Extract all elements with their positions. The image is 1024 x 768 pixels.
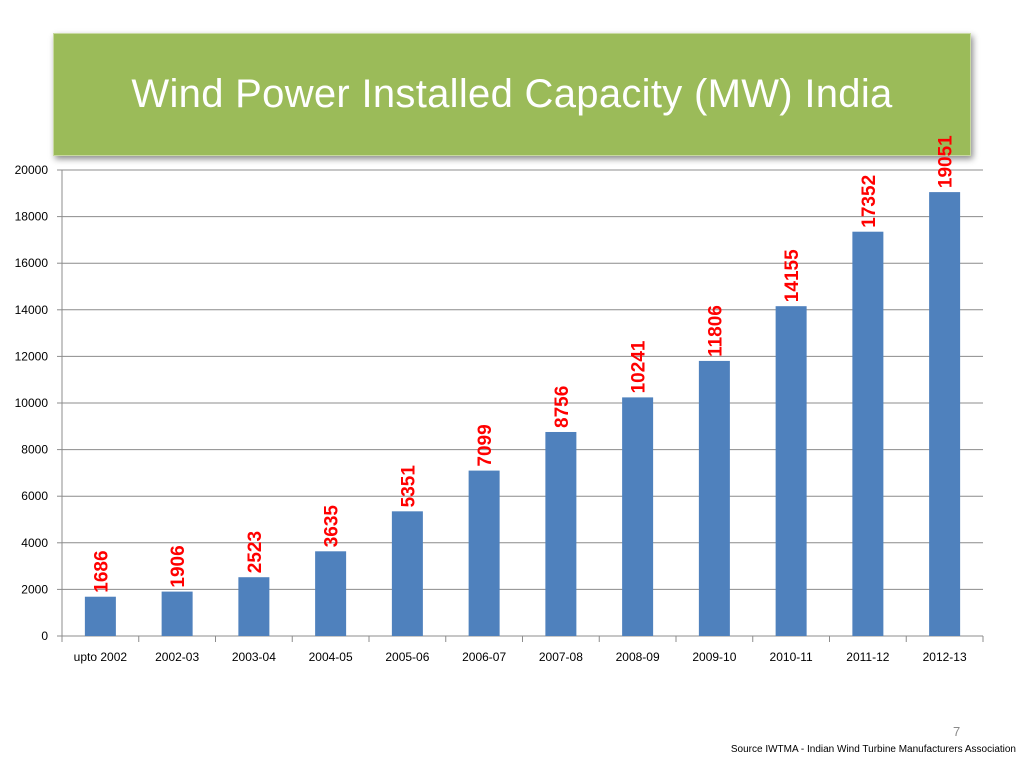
x-tick-label: 2012-13: [923, 650, 967, 664]
x-tick-label: 2009-10: [692, 650, 736, 664]
y-tick-label: 4000: [21, 536, 48, 550]
y-tick-label: 8000: [21, 443, 48, 457]
x-tick-label: 2008-09: [616, 650, 660, 664]
data-label: 7099: [475, 424, 496, 466]
x-tick-label: 2002-03: [155, 650, 199, 664]
slide-title: Wind Power Installed Capacity (MW) India: [131, 72, 893, 116]
data-label: 3635: [322, 505, 343, 548]
bar: [84, 596, 116, 636]
x-tick-label: 2005-06: [385, 650, 429, 664]
y-tick-label: 20000: [15, 163, 49, 177]
data-label: 5351: [398, 465, 419, 508]
bar: [315, 551, 347, 636]
bar: [622, 397, 654, 636]
y-tick-label: 2000: [21, 582, 48, 596]
x-tick-label: 2007-08: [539, 650, 583, 664]
bar: [929, 192, 961, 636]
x-tick-label: 2010-11: [770, 650, 813, 664]
data-label: 8756: [552, 386, 573, 428]
x-tick-label: upto 2002: [74, 650, 128, 664]
y-tick-label: 0: [41, 629, 48, 643]
data-label: 14155: [782, 249, 803, 302]
x-tick-label: 2004-05: [309, 650, 353, 664]
y-tick-label: 12000: [15, 349, 49, 363]
bar: [698, 360, 730, 636]
y-tick-label: 18000: [15, 210, 49, 224]
title-banner: Wind Power Installed Capacity (MW) India: [53, 33, 971, 156]
bar: [468, 470, 500, 636]
data-label: 10241: [629, 340, 650, 393]
data-label: 17352: [859, 175, 880, 228]
y-tick-label: 14000: [15, 303, 49, 317]
data-label: 1686: [91, 550, 112, 592]
y-tick-label: 16000: [15, 256, 49, 270]
bar: [161, 591, 193, 636]
bar: [545, 431, 577, 636]
data-label: 2523: [245, 531, 266, 573]
data-label: 1906: [168, 545, 189, 587]
x-tick-label: 2011-12: [846, 650, 889, 664]
bar: [238, 577, 270, 636]
bar: [852, 231, 884, 636]
bar: [391, 511, 423, 636]
source-note: Source IWTMA - Indian Wind Turbine Manuf…: [730, 744, 1016, 755]
data-label: 11806: [705, 305, 726, 357]
x-tick-label: 2003-04: [232, 650, 276, 664]
data-label: 19051: [936, 135, 957, 188]
page-number: 7: [953, 724, 961, 739]
x-tick-label: 2006-07: [462, 650, 506, 664]
y-tick-label: 10000: [15, 396, 49, 410]
bar: [775, 306, 807, 636]
y-tick-label: 6000: [21, 489, 48, 503]
